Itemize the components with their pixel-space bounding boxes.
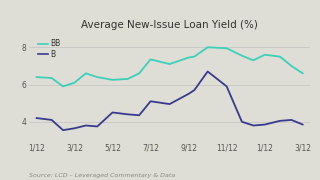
- Text: Source: LCD – Leveraged Commentary & Data: Source: LCD – Leveraged Commentary & Dat…: [29, 173, 175, 178]
- Title: Average New-Issue Loan Yield (%): Average New-Issue Loan Yield (%): [81, 20, 258, 30]
- Legend: BB, B: BB, B: [36, 36, 64, 62]
